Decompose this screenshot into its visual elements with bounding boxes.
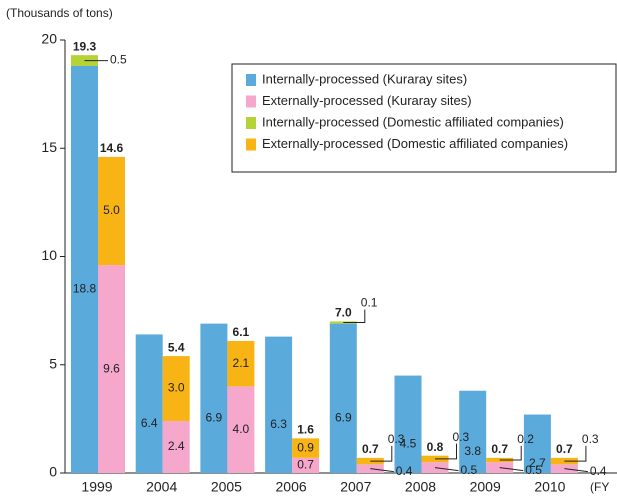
y-tick-label: 0 [49, 464, 57, 480]
value-label: 0.4 [590, 464, 607, 478]
leader-line [564, 445, 587, 462]
bar-segment [71, 65, 98, 473]
x-axis-label: (FY [590, 480, 609, 494]
bar-segment [356, 464, 384, 473]
total-label: 19.3 [73, 39, 97, 53]
value-label: 6.9 [206, 410, 223, 424]
total-label: 0.7 [362, 442, 379, 456]
leader-line [370, 445, 393, 462]
value-label: 0.5 [110, 53, 127, 67]
leader-line [343, 309, 366, 324]
value-label: 2.4 [168, 439, 185, 453]
bar-segment [394, 375, 422, 473]
y-tick-label: 10 [41, 247, 57, 263]
value-label: 0.7 [297, 458, 314, 472]
y-axis-label: (Thousands of tons) [6, 6, 113, 20]
total-label: 6.1 [233, 325, 250, 339]
legend-swatch [246, 95, 256, 108]
value-label: 0.3 [582, 432, 599, 446]
x-tick-label: 1999 [81, 479, 112, 495]
value-label: 0.3 [453, 430, 470, 444]
legend-swatch [246, 138, 256, 151]
legend-label: Internally-processed (Kuraray sites) [262, 71, 467, 86]
y-tick-label: 15 [41, 139, 57, 155]
value-label: 0.4 [396, 464, 413, 478]
value-label: 5.0 [103, 203, 120, 217]
bar-segment [523, 414, 551, 473]
bar-segment [135, 334, 163, 473]
x-tick-label: 2005 [211, 479, 242, 495]
bar-segment [162, 356, 190, 422]
y-tick-label: 5 [49, 355, 57, 371]
leader-line [564, 468, 588, 473]
value-label: 6.3 [270, 417, 287, 431]
value-label: 4.5 [400, 436, 417, 450]
value-label: 0.2 [517, 432, 534, 446]
bar-segment [265, 336, 293, 473]
value-label: 4.0 [233, 422, 250, 436]
value-label: 0.5 [461, 463, 478, 477]
bar-segment [329, 323, 357, 473]
total-label: 7.0 [335, 306, 352, 320]
leader-line [499, 467, 524, 472]
x-tick-label: 2006 [276, 479, 307, 495]
total-label: 5.4 [168, 340, 185, 354]
value-label: 0.3 [388, 432, 405, 446]
total-label: 0.8 [427, 440, 444, 454]
bar-segment [292, 438, 320, 458]
leader-line [435, 443, 457, 460]
legend-label: Externally-processed (Kuraray sites) [262, 93, 472, 108]
bar-segment [98, 265, 125, 473]
value-label: 9.6 [103, 361, 120, 375]
value-label: 2.1 [233, 356, 250, 370]
leader-line [499, 445, 522, 461]
legend-box [231, 63, 617, 173]
value-label: 2.7 [529, 456, 546, 470]
y-tick-label: 20 [41, 31, 57, 47]
x-tick-label: 2010 [534, 479, 565, 495]
value-label: 0.9 [297, 440, 314, 454]
value-label: 0.5 [525, 463, 542, 477]
bar-segment [200, 323, 228, 473]
bar-segment [227, 386, 255, 473]
value-label: 3.0 [168, 381, 185, 395]
total-label: 14.6 [100, 141, 124, 155]
x-tick-label: 2007 [340, 479, 371, 495]
legend-label: Externally-processed (Domestic affiliate… [262, 136, 568, 151]
bar-segment [292, 457, 320, 473]
total-label: 1.6 [297, 423, 314, 437]
legend-swatch [246, 117, 256, 129]
x-tick-label: 2004 [146, 479, 177, 495]
value-label: 3.8 [464, 444, 481, 458]
leader-line [370, 468, 394, 473]
legend-label: Internally-processed (Domestic affiliate… [262, 114, 564, 129]
x-tick-label: 2009 [470, 479, 501, 495]
total-label: 0.7 [491, 442, 508, 456]
bar-segment [98, 156, 125, 266]
bar-segment [550, 464, 578, 473]
bar-segment [459, 390, 487, 473]
legend-swatch [246, 74, 256, 86]
x-tick-label: 2008 [405, 479, 436, 495]
bar-segment [227, 340, 255, 387]
value-label: 6.4 [141, 416, 158, 430]
value-label: 6.9 [335, 410, 352, 424]
value-label: 18.8 [73, 282, 97, 296]
total-label: 0.7 [556, 442, 573, 456]
bar-segment [162, 421, 190, 473]
leader-line [434, 467, 459, 472]
value-label: 0.1 [361, 296, 378, 310]
